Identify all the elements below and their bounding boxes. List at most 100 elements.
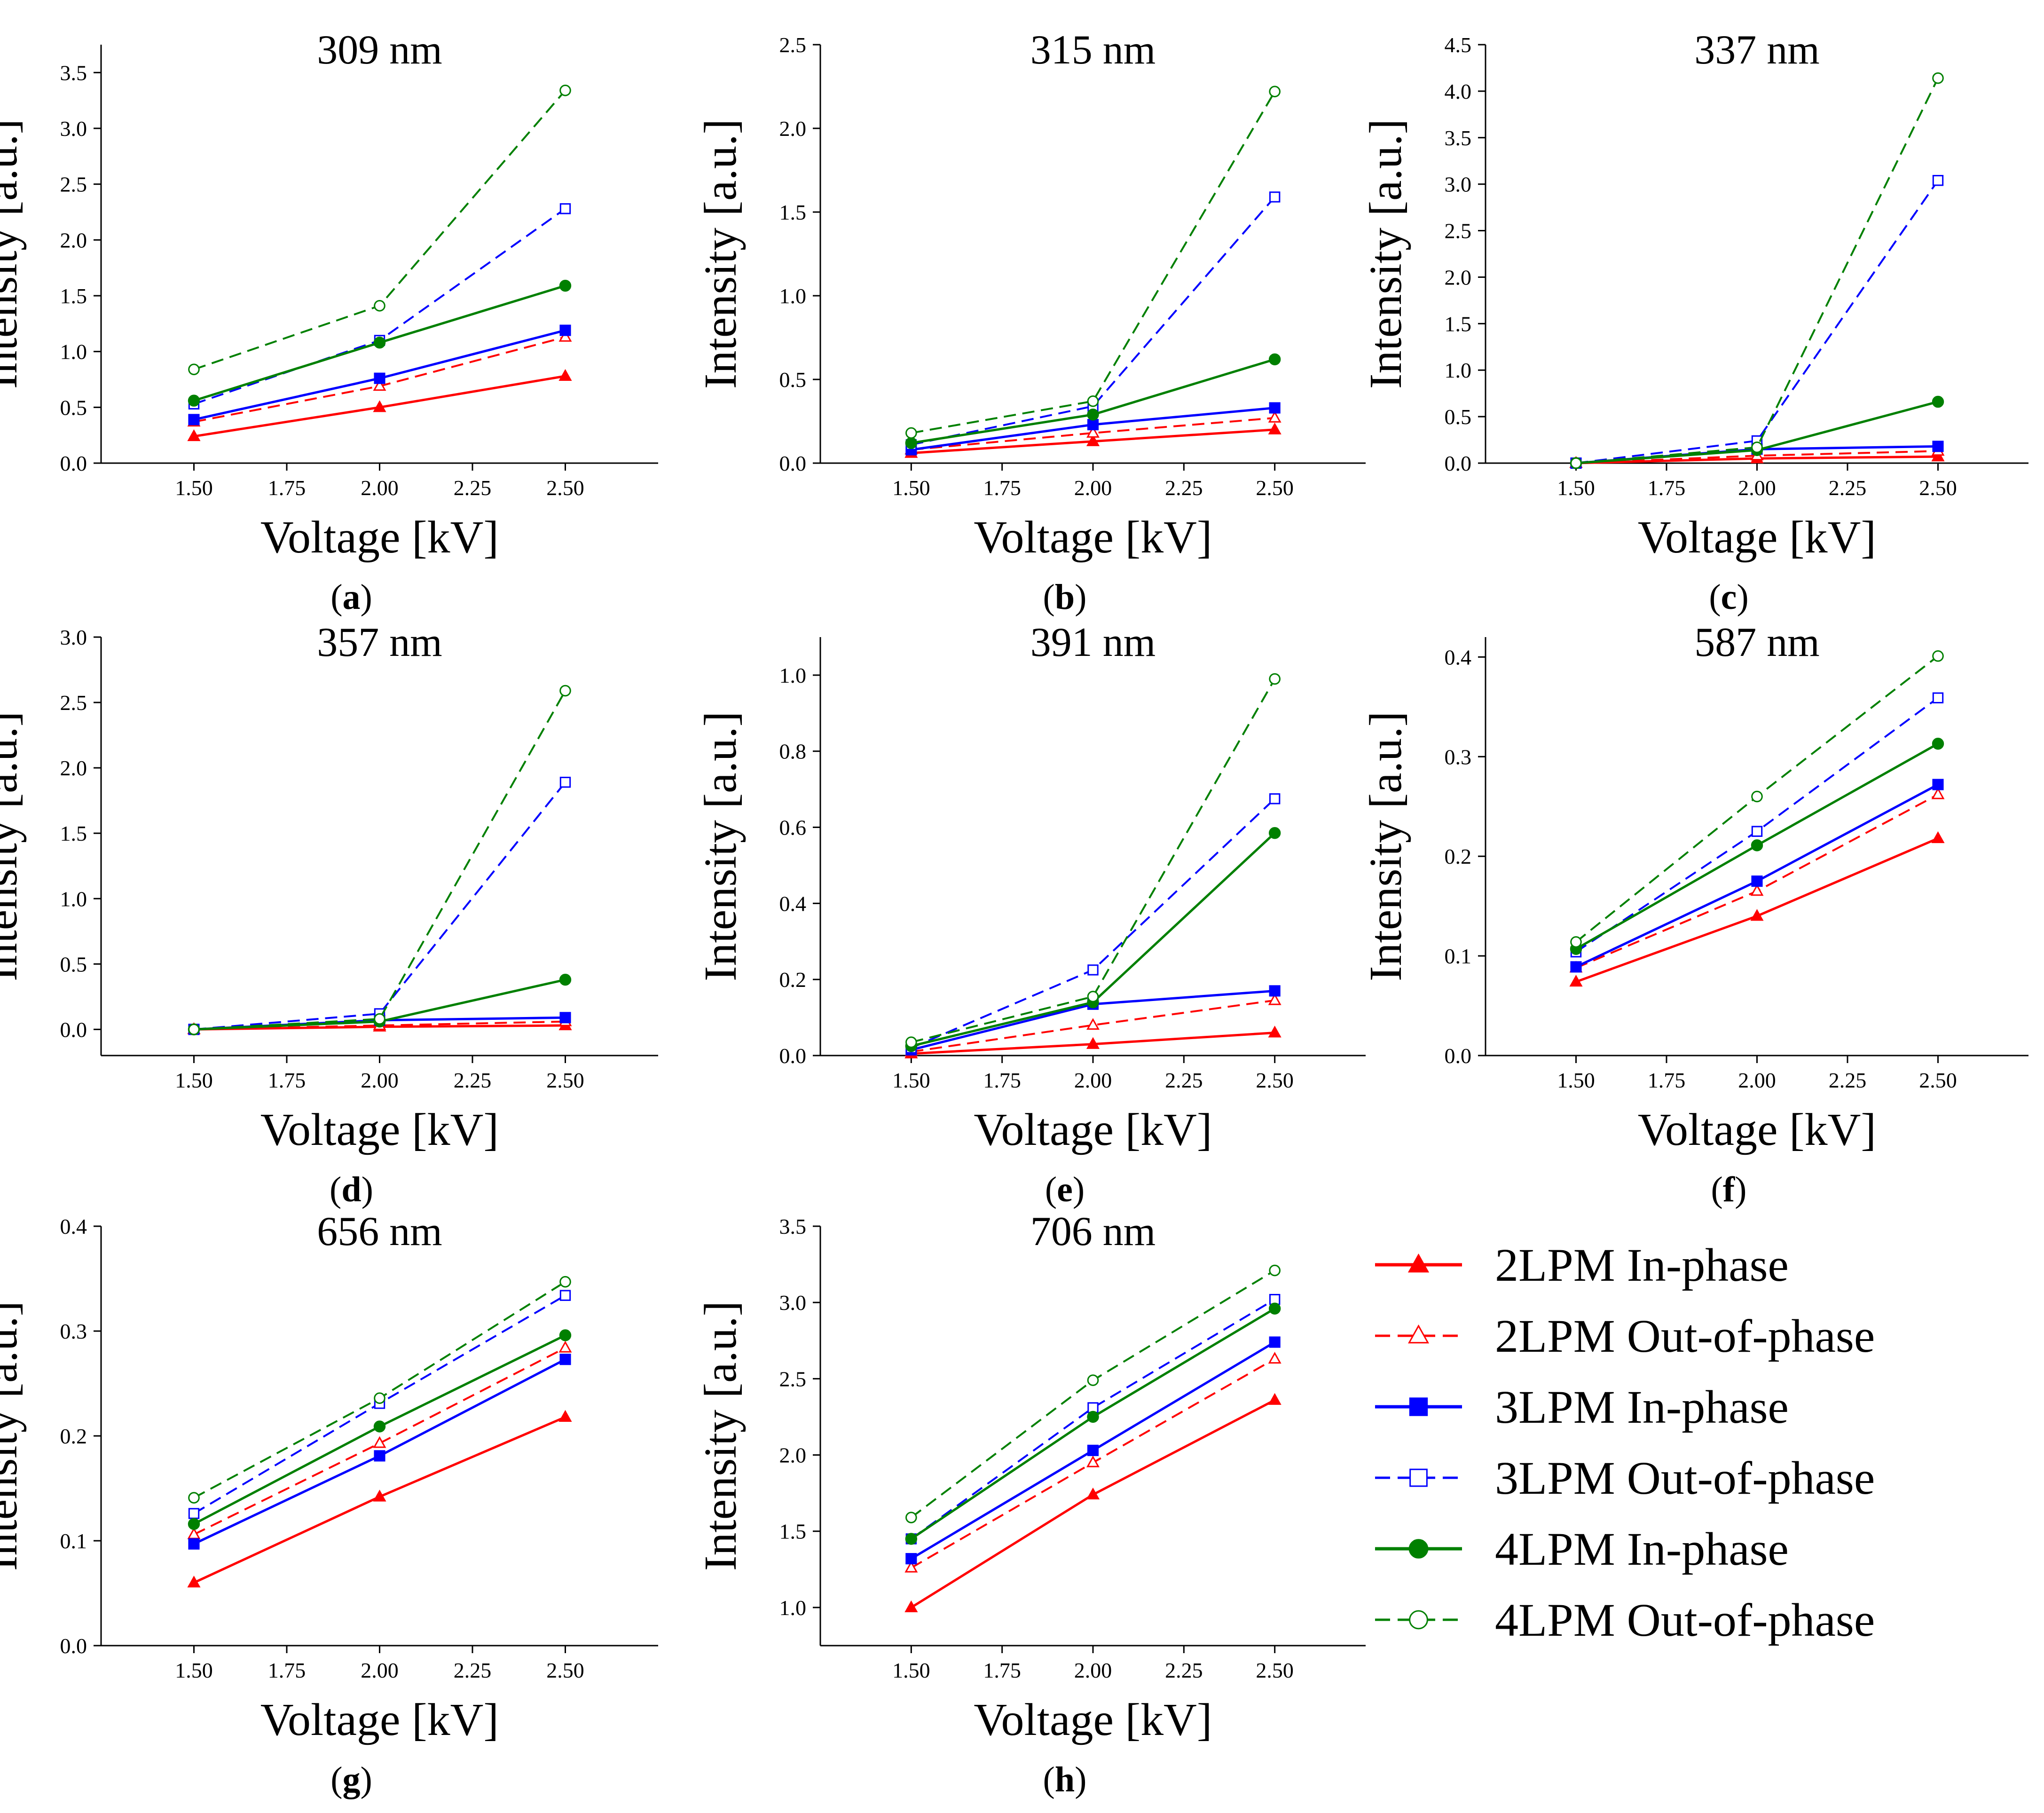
panel-label-letter: c	[1721, 577, 1737, 617]
y-axis-title: Intensity [a.u.]	[0, 711, 27, 981]
x-tick-label: 1.50	[1557, 1068, 1595, 1092]
x-tick-label: 2.00	[361, 476, 399, 500]
data-point	[1932, 692, 1944, 703]
chart-title: 357 nm	[317, 620, 442, 665]
data-point	[374, 1013, 385, 1025]
chart-title: 309 nm	[317, 27, 442, 73]
x-tick-label: 2.25	[1165, 1068, 1203, 1092]
panel-label: (g)	[330, 1760, 372, 1799]
x-tick-label: 1.50	[1557, 476, 1595, 500]
x-tick-label: 1.50	[892, 1068, 930, 1092]
x-tick-label: 2.00	[361, 1658, 399, 1682]
x-tick-label: 1.75	[983, 1068, 1021, 1092]
data-point	[559, 1354, 571, 1365]
legend-item: 3LPM Out-of-phase	[1375, 1452, 1875, 1504]
data-point	[188, 1518, 200, 1530]
panel-label: (f)	[1711, 1170, 1747, 1209]
data-point	[373, 400, 386, 412]
x-tick-label: 2.25	[1829, 476, 1867, 500]
series-line	[911, 798, 1276, 1049]
data-point	[1268, 353, 1281, 365]
series-line	[1576, 180, 1939, 464]
data-point	[1932, 441, 1944, 452]
data-point	[1570, 457, 1582, 469]
x-axis-title: Voltage [kV]	[260, 512, 499, 563]
series-line	[194, 1020, 566, 1031]
data-point	[1751, 441, 1763, 453]
x-tick-label: 2.50	[1919, 1068, 1957, 1092]
panel-label: (h)	[1043, 1760, 1087, 1799]
legend-item: 2LPM Out-of-phase	[1375, 1310, 1875, 1362]
data-point	[1269, 1336, 1281, 1348]
data-point	[905, 1553, 917, 1565]
panel-label: (b)	[1043, 577, 1087, 617]
data-point	[559, 1290, 571, 1301]
legend-marker	[1407, 1324, 1430, 1344]
data-point	[1570, 961, 1582, 973]
data-point	[1751, 826, 1763, 837]
y-tick-label: 2.5	[779, 1367, 807, 1391]
data-point	[1086, 1455, 1100, 1467]
x-tick-label: 1.50	[892, 1658, 930, 1682]
series-line	[911, 1269, 1275, 1519]
data-point	[1569, 975, 1583, 987]
data-point	[1268, 1025, 1281, 1038]
data-point	[1269, 985, 1281, 997]
y-tick-label: 4.5	[1445, 33, 1472, 57]
data-point	[1087, 1411, 1099, 1423]
data-point	[188, 414, 200, 426]
data-point	[1268, 1302, 1281, 1315]
chart-panel-b: 1.50 1.75 2.00 2.25 2.50 0.0 0.5 1.0 1.5 2.0 2.5 31…	[695, 27, 1366, 617]
series-line	[911, 999, 1275, 1053]
data-point	[188, 1508, 200, 1519]
x-tick-label: 2.50	[1256, 1658, 1294, 1682]
chart-panel-a: 1.50 1.75 2.00 2.25 2.50 0.0 0.5 1.0 1.5 2.0 2.5 3.…	[0, 27, 658, 617]
chart-title: 315 nm	[1030, 27, 1156, 73]
data-point	[1269, 86, 1281, 97]
data-point	[905, 427, 917, 439]
legend-label: 3LPM In-phase	[1495, 1381, 1789, 1433]
x-tick-label: 2.00	[1074, 1068, 1112, 1092]
data-point	[1751, 790, 1763, 803]
data-point	[1751, 875, 1763, 887]
y-tick-label: 1.5	[60, 284, 87, 308]
y-axis-title: Intensity [a.u.]	[695, 1301, 746, 1571]
x-tick-label: 1.50	[175, 1658, 213, 1682]
data-point	[373, 336, 386, 349]
data-point	[1932, 779, 1944, 790]
y-tick-label: 0.2	[1445, 844, 1472, 868]
y-tick-label: 1.0	[779, 663, 807, 687]
data-point	[904, 1561, 918, 1573]
y-tick-label: 1.5	[60, 821, 87, 845]
legend-marker	[1409, 1468, 1428, 1487]
x-tick-label: 1.50	[892, 476, 930, 500]
series-line	[911, 1298, 1275, 1540]
data-point	[559, 85, 571, 96]
chart-panel-e: 1.50 1.75 2.00 2.25 2.50 0.0 0.2 0.4 0.6 0.8 1.0 39…	[695, 620, 1366, 1209]
y-tick-label: 4.0	[1445, 79, 1472, 103]
y-tick-label: 0.0	[1445, 451, 1472, 475]
chart-title: 587 nm	[1694, 620, 1819, 665]
y-tick-label: 0.0	[60, 1017, 87, 1041]
legend-item: 4LPM Out-of-phase	[1375, 1594, 1875, 1646]
legend: 2LPM In-phase 2LPM Out-of-phase 3LPM In-ph…	[1375, 1239, 1875, 1646]
y-axis-title: Intensity [a.u.]	[1360, 711, 1411, 981]
chart-panel-c: 1.50 1.75 2.00 2.25 2.50 0.0 0.5 1.0 1.5 2.0 2.5 3.…	[1360, 27, 2028, 617]
data-point	[1086, 1037, 1100, 1049]
y-tick-label: 0.0	[60, 451, 87, 475]
y-tick-label: 1.0	[60, 340, 87, 364]
data-point	[1269, 673, 1281, 685]
panel-label-close: )	[361, 577, 372, 617]
data-point	[374, 300, 385, 312]
panel-label-close: )	[1737, 577, 1748, 617]
data-point	[1268, 422, 1281, 434]
panel-label: (d)	[330, 1170, 373, 1209]
data-point	[373, 379, 386, 391]
data-point	[904, 1600, 918, 1613]
data-point	[188, 1492, 200, 1504]
y-tick-label: 2.0	[779, 1443, 807, 1467]
panel-label-close: )	[1075, 1760, 1086, 1799]
series-line	[194, 781, 566, 1031]
y-tick-label: 0.4	[1445, 645, 1472, 669]
data-point	[559, 324, 571, 336]
